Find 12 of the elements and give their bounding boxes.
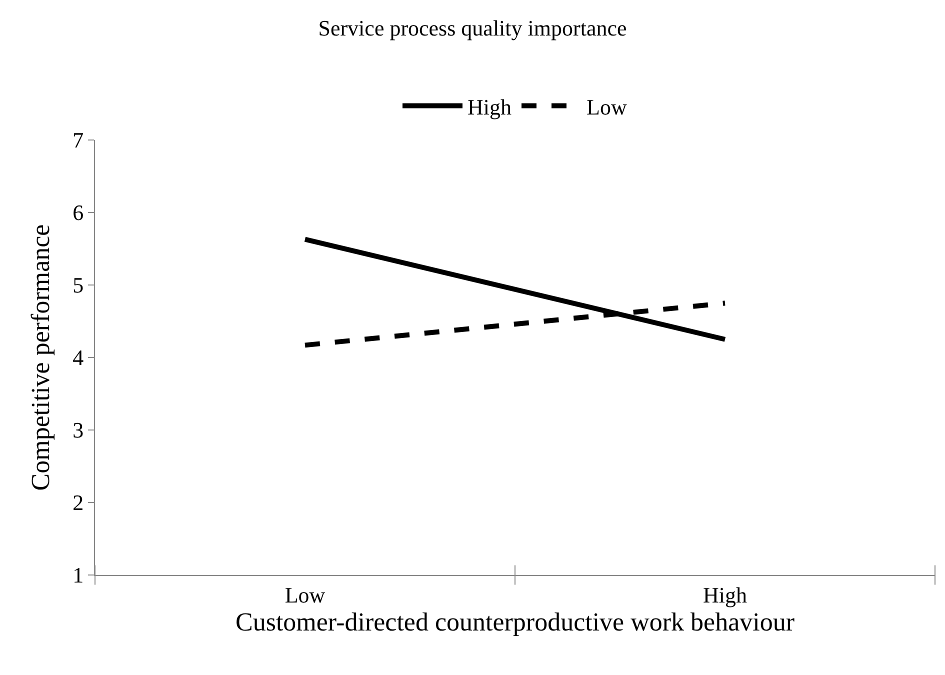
y-axis-title: Competitive performance — [26, 224, 55, 491]
y-tick-label: 2 — [72, 490, 84, 516]
y-tick-label: 6 — [72, 200, 84, 226]
legend-label: Low — [586, 94, 627, 120]
y-tick-label: 1 — [72, 562, 84, 588]
y-tick-label: 7 — [72, 128, 84, 153]
y-tick-label: 3 — [72, 418, 84, 443]
y-tick-label: 4 — [72, 345, 84, 370]
y-tick-label: 5 — [72, 272, 84, 298]
legend-label: High — [468, 94, 512, 120]
x-axis-title: Customer-directed counterproductive work behaviour — [235, 607, 795, 636]
chart-title: Service process quality importance — [318, 16, 627, 41]
